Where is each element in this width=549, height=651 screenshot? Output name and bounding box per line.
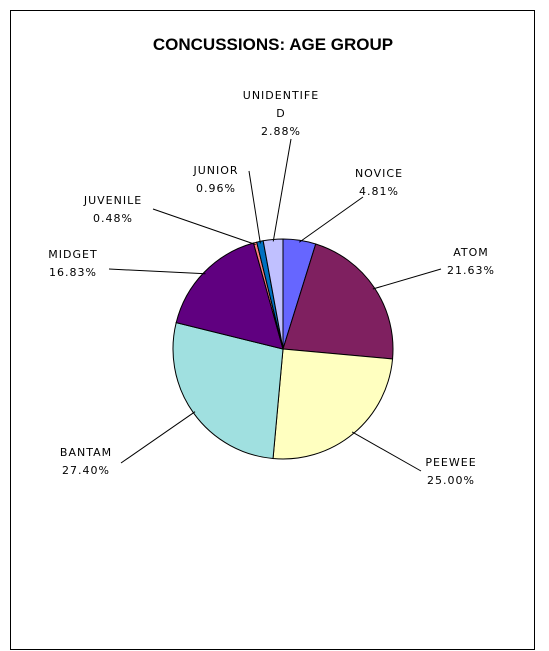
slice-percent-unidentifed: 2.88%	[261, 125, 301, 138]
leader-line-atom	[372, 268, 442, 290]
slice-label-unidentifed: UNIDENTIFE	[243, 89, 319, 102]
chart-area: CONCUSSIONS: AGE GROUP NOVICE 4.81% ATOM 21…	[10, 10, 535, 650]
leader-line-novice	[298, 196, 364, 243]
leader-line-junior	[248, 170, 261, 244]
pie-chart: CONCUSSIONS: AGE GROUP NOVICE 4.81% ATOM 21…	[48, 35, 495, 487]
slice-label-atom: ATOM	[453, 246, 489, 259]
slice-percent-midget: 16.83%	[49, 266, 97, 279]
chart-title: CONCUSSIONS: AGE GROUP	[153, 35, 393, 54]
leader-line-peewee	[351, 431, 422, 472]
slice-label-novice: NOVICE	[355, 167, 403, 180]
leader-line-unidentifed	[272, 138, 292, 242]
pie-slice-unidentifed	[262, 238, 284, 350]
slice-percent-juvenile: 0.48%	[93, 212, 133, 225]
slice-percent-bantam: 27.40%	[62, 464, 110, 477]
slice-percent-junior: 0.96%	[196, 182, 236, 195]
leader-line-bantam	[120, 411, 196, 464]
pie-slice-peewee	[272, 348, 394, 460]
slice-label-midget: MIDGET	[48, 248, 97, 261]
leader-line-juvenile	[152, 208, 256, 246]
slice-label-juvenile: JUVENILE	[83, 194, 142, 207]
slice-percent-peewee: 25.00%	[427, 474, 475, 487]
slice-label-unidentifed: D	[276, 107, 285, 120]
pie-slice-midget	[175, 242, 284, 350]
slice-percent-novice: 4.81%	[359, 185, 399, 198]
slice-label-bantam: BANTAM	[60, 446, 112, 459]
slice-label-junior: JUNIOR	[192, 164, 238, 177]
slice-percent-atom: 21.63%	[447, 264, 495, 277]
slice-label-peewee: PEEWEE	[425, 456, 476, 469]
pie-slice-atom	[282, 243, 394, 360]
leader-line-midget	[108, 268, 206, 275]
